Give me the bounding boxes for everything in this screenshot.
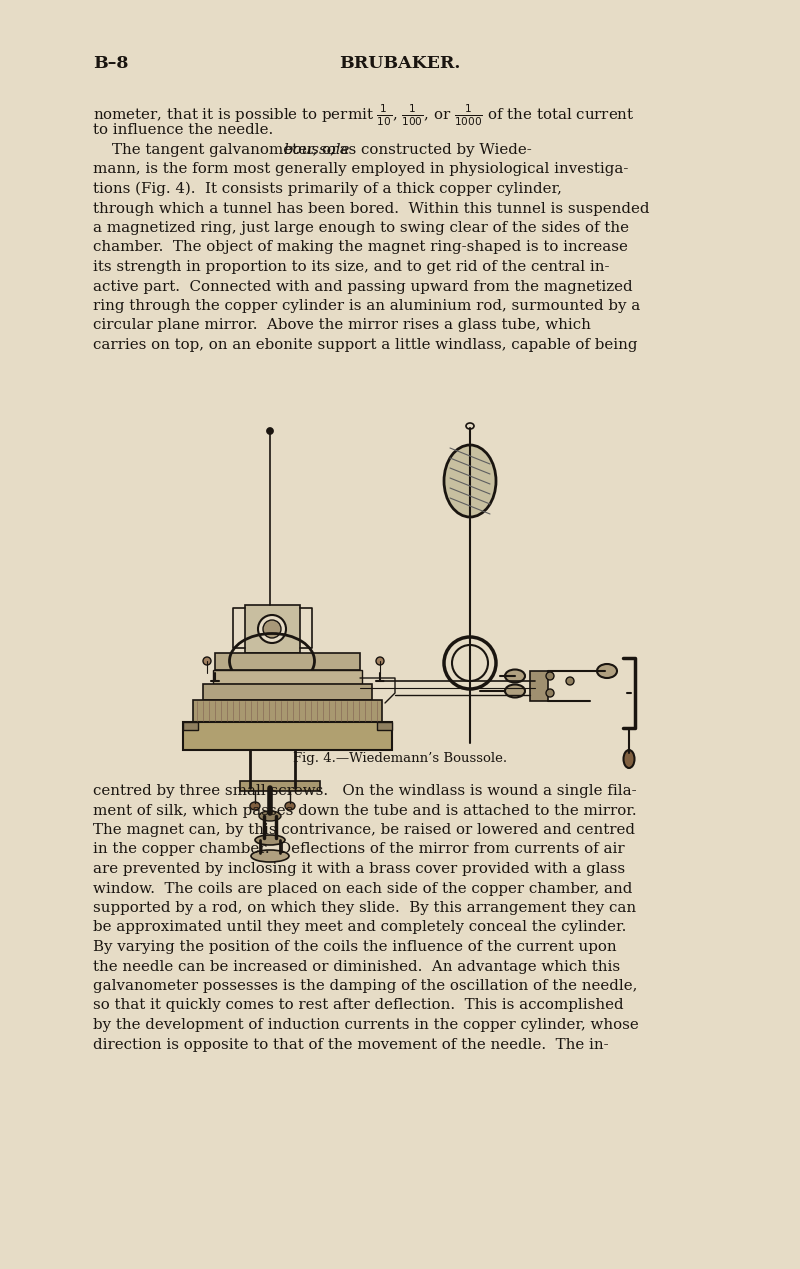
Text: galvanometer possesses is the damping of the oscillation of the needle,: galvanometer possesses is the damping of… (93, 978, 638, 994)
Bar (215, 654, 360, 670)
Ellipse shape (266, 428, 274, 434)
Text: ment of silk, which passes down the tube and is attached to the mirror.: ment of silk, which passes down the tube… (93, 803, 637, 817)
Text: its strength in proportion to its size, and to get rid of the central in-: its strength in proportion to its size, … (93, 260, 610, 274)
Text: mann, is the form most generally employed in physiological investiga-: mann, is the form most generally employe… (93, 162, 628, 176)
Bar (240, 780, 320, 791)
Text: active part.  Connected with and passing upward from the magnetized: active part. Connected with and passing … (93, 279, 633, 293)
Ellipse shape (263, 621, 281, 638)
Text: , as constructed by Wiede-: , as constructed by Wiede- (330, 143, 532, 157)
Text: The magnet can, by this contrivance, be raised or lowered and centred: The magnet can, by this contrivance, be … (93, 824, 635, 838)
Text: nometer, that it is possible to permit $\frac{1}{10}$, $\frac{1}{100}$, or $\fra: nometer, that it is possible to permit $… (93, 103, 634, 128)
Ellipse shape (546, 673, 554, 680)
Ellipse shape (505, 670, 525, 683)
Text: supported by a rod, on which they slide.  By this arrangement they can: supported by a rod, on which they slide.… (93, 901, 636, 915)
Text: tions (Fig. 4).  It consists primarily of a thick copper cylinder,: tions (Fig. 4). It consists primarily of… (93, 181, 562, 197)
Ellipse shape (258, 615, 286, 643)
Text: are prevented by inclosing it with a brass cover provided with a glass: are prevented by inclosing it with a bra… (93, 862, 625, 876)
Text: centred by three small screws.   On the windlass is wound a single fila-: centred by three small screws. On the wi… (93, 784, 637, 798)
Bar (530, 671, 548, 700)
Text: in the copper chamber.  Deflections of the mirror from currents of air: in the copper chamber. Deflections of th… (93, 843, 625, 857)
Ellipse shape (452, 645, 488, 681)
Text: circular plane mirror.  Above the mirror rises a glass tube, which: circular plane mirror. Above the mirror … (93, 319, 591, 332)
Ellipse shape (546, 689, 554, 697)
Ellipse shape (285, 802, 295, 810)
Ellipse shape (597, 664, 617, 678)
Ellipse shape (203, 657, 211, 665)
Ellipse shape (466, 423, 474, 429)
Text: B–8: B–8 (93, 55, 128, 72)
Bar (183, 722, 198, 730)
Bar (193, 700, 382, 722)
Text: so that it quickly comes to rest after deflection.  This is accomplished: so that it quickly comes to rest after d… (93, 999, 624, 1013)
Ellipse shape (259, 811, 281, 821)
Text: direction is opposite to that of the movement of the needle.  The in-: direction is opposite to that of the mov… (93, 1038, 609, 1052)
Ellipse shape (251, 850, 289, 862)
Bar (203, 684, 372, 700)
Bar (245, 605, 300, 654)
Bar (213, 670, 362, 684)
Text: By varying the position of the coils the influence of the current upon: By varying the position of the coils the… (93, 940, 617, 954)
Ellipse shape (255, 835, 285, 845)
Ellipse shape (444, 445, 496, 516)
Text: by the development of induction currents in the copper cylinder, whose: by the development of induction currents… (93, 1018, 638, 1032)
Text: carries on top, on an ebonite support a little windlass, capable of being: carries on top, on an ebonite support a … (93, 338, 638, 352)
Ellipse shape (376, 657, 384, 665)
Text: through which a tunnel has been bored.  Within this tunnel is suspended: through which a tunnel has been bored. W… (93, 202, 650, 216)
Text: a magnetized ring, just large enough to swing clear of the sides of the: a magnetized ring, just large enough to … (93, 221, 629, 235)
Text: BRUBAKER.: BRUBAKER. (339, 55, 461, 72)
Text: The tangent galvanometer, or: The tangent galvanometer, or (93, 143, 343, 157)
Text: chamber.  The object of making the magnet ring-shaped is to increase: chamber. The object of making the magnet… (93, 241, 628, 255)
Bar (377, 722, 392, 730)
Ellipse shape (623, 750, 634, 768)
Bar (183, 722, 392, 750)
Text: the needle can be increased or diminished.  An advantage which this: the needle can be increased or diminishe… (93, 959, 620, 973)
Ellipse shape (566, 676, 574, 685)
Text: Fig. 4.—Wiedemann’s Boussole.: Fig. 4.—Wiedemann’s Boussole. (293, 753, 507, 765)
Text: window.  The coils are placed on each side of the copper chamber, and: window. The coils are placed on each sid… (93, 882, 632, 896)
Text: boussole: boussole (284, 143, 350, 157)
Ellipse shape (444, 637, 496, 689)
Ellipse shape (505, 684, 525, 698)
Ellipse shape (250, 802, 260, 810)
Text: ring through the copper cylinder is an aluminium rod, surmounted by a: ring through the copper cylinder is an a… (93, 299, 640, 313)
Text: to influence the needle.: to influence the needle. (93, 123, 274, 137)
Text: be approximated until they meet and completely conceal the cylinder.: be approximated until they meet and comp… (93, 920, 626, 934)
